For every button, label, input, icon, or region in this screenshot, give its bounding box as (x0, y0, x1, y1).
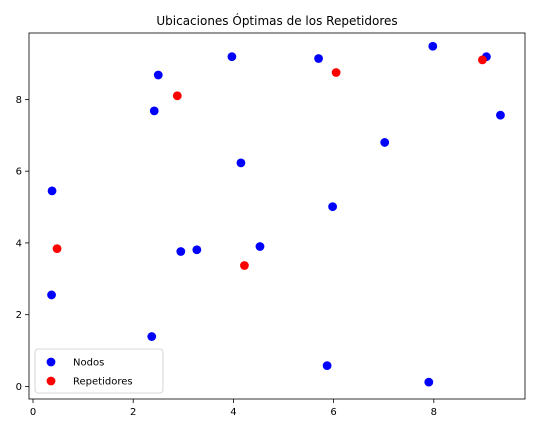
nodo-point-14 (255, 242, 265, 251)
nodo-point-5 (314, 54, 323, 63)
repetidor-point-4 (240, 261, 249, 270)
x-tick-label-8: 8 (431, 407, 437, 418)
nodo-point-1 (47, 290, 56, 300)
nodo-point-6 (428, 41, 438, 51)
nodo-point-16 (322, 361, 332, 371)
y-tick-label-6: 6 (16, 167, 22, 178)
nodo-point-2 (149, 106, 159, 116)
nodo-point-0 (47, 186, 57, 196)
y-tick-label-4: 4 (16, 238, 22, 249)
nodo-point-9 (380, 138, 390, 147)
y-tick-label-2: 2 (16, 310, 22, 321)
x-tick-label-4: 4 (230, 407, 236, 418)
x-tick-label-2: 2 (130, 407, 136, 418)
x-tick-label-0: 0 (30, 407, 36, 418)
x-axis: 0 2 4 6 8 (30, 399, 437, 418)
nodo-point-13 (192, 245, 202, 255)
nodo-point-4 (227, 52, 237, 62)
nodo-point-8 (496, 110, 505, 120)
plot-marks (47, 41, 505, 387)
legend-label-0: Nodos (73, 358, 104, 369)
y-tick-label-8: 8 (16, 95, 22, 106)
nodo-point-17 (424, 377, 434, 387)
chart-title: Ubicaciones Óptimas de los Repetidores (156, 13, 397, 28)
repetidor-point-1 (172, 91, 182, 101)
repetidor-point-3 (478, 55, 487, 65)
nodo-point-11 (328, 202, 338, 212)
repetidor-point-0 (52, 244, 62, 254)
y-tick-label-0: 0 (16, 382, 22, 393)
nodo-point-12 (176, 247, 186, 256)
legend-box (34, 348, 164, 394)
nodo-point-3 (153, 70, 163, 80)
legend-marker-0 (46, 357, 56, 367)
legend: Nodos Repetidores (34, 348, 164, 394)
repetidor-point-2 (331, 68, 341, 77)
nodo-point-15 (147, 332, 157, 341)
legend-marker-1 (46, 376, 56, 386)
x-tick-label-6: 6 (330, 407, 336, 418)
legend-label-1: Repetidores (73, 377, 133, 388)
y-axis: 0 2 4 6 8 (16, 95, 29, 393)
nodo-point-10 (236, 158, 246, 168)
plot-frame (28, 32, 526, 400)
